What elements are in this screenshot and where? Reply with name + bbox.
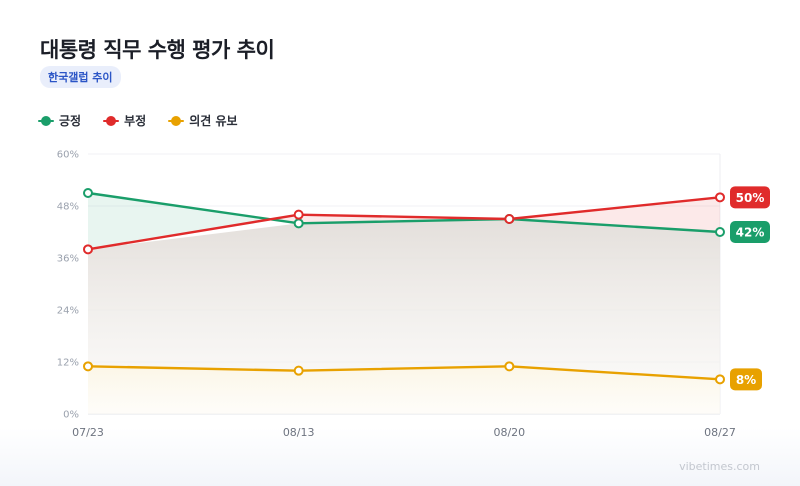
- y-tick-label: 36%: [57, 254, 79, 265]
- data-point-undecided[interactable]: [293, 365, 304, 376]
- legend-item-negative[interactable]: 부정: [103, 112, 146, 129]
- legend-marker-undecided-icon: [168, 115, 185, 126]
- area-fills: [88, 193, 720, 414]
- y-tick-label: 0%: [63, 410, 79, 421]
- area-band-middle: [88, 219, 720, 380]
- data-point-negative[interactable]: [293, 209, 304, 220]
- data-point-negative[interactable]: [715, 192, 725, 203]
- legend-label-negative: 부정: [124, 114, 147, 128]
- series-line-negative: [86, 196, 722, 251]
- legend-marker-positive-icon: [38, 115, 54, 126]
- legend-marker-negative-icon: [103, 115, 120, 126]
- end-label-positive: 42%: [730, 221, 770, 243]
- series-line-undecided: [86, 365, 722, 381]
- x-tick-label: 08/27: [704, 426, 736, 439]
- source-badge: 한국갤럽 추이: [40, 66, 121, 88]
- y-tick-label: 12%: [57, 358, 79, 369]
- area-gap-fill: [509, 197, 720, 232]
- chart-legend: 긍정 부정 의견 유보: [38, 112, 238, 129]
- x-tick-label: 08/13: [283, 426, 315, 439]
- x-tick-label: 08/20: [493, 426, 525, 439]
- series-lines: [86, 191, 722, 381]
- data-point-undecided[interactable]: [83, 361, 93, 372]
- y-tick-label: 60%: [57, 150, 79, 161]
- end-label-bg-negative: [730, 186, 770, 209]
- legend-label-positive: 긍정: [59, 114, 82, 128]
- end-label-undecided: 8%: [730, 368, 762, 391]
- data-point-positive[interactable]: [715, 227, 725, 237]
- data-point-negative[interactable]: [83, 244, 93, 255]
- end-labels: 42% 50% 8%: [730, 186, 770, 391]
- legend-item-positive[interactable]: 긍정: [38, 112, 81, 129]
- end-label-text-positive: 42%: [736, 226, 765, 240]
- legend-label-undecided: 의견 유보: [189, 114, 238, 128]
- end-label-text-undecided: 8%: [736, 373, 756, 387]
- data-point-positive[interactable]: [293, 218, 304, 229]
- area-gap-fill: [88, 193, 271, 250]
- end-label-text-negative: 50%: [736, 191, 765, 205]
- legend-item-undecided[interactable]: 의견 유보: [168, 112, 238, 129]
- y-tick-label: 48%: [57, 202, 79, 213]
- end-label-bg-positive: [730, 221, 770, 243]
- series-line-positive: [86, 191, 722, 234]
- y-tick-label: 24%: [57, 306, 79, 317]
- area-band-low: [88, 366, 720, 414]
- data-point-positive[interactable]: [83, 188, 93, 198]
- data-point-negative[interactable]: [504, 214, 515, 224]
- axis-labels: 60% 48% 36% 24% 12% 0% 07/23 08/13 08/20 08/27: [57, 150, 736, 440]
- watermark: vibetimes.com: [679, 460, 760, 473]
- chart-title: 대통령 직무 수행 평가 추이: [40, 38, 275, 62]
- data-point-undecided[interactable]: [504, 361, 515, 372]
- data-points: [83, 188, 725, 385]
- end-label-negative: 50%: [730, 186, 770, 209]
- end-label-bg-undecided: [730, 368, 762, 391]
- x-tick-label: 07/23: [72, 426, 104, 439]
- data-point-undecided[interactable]: [715, 374, 725, 385]
